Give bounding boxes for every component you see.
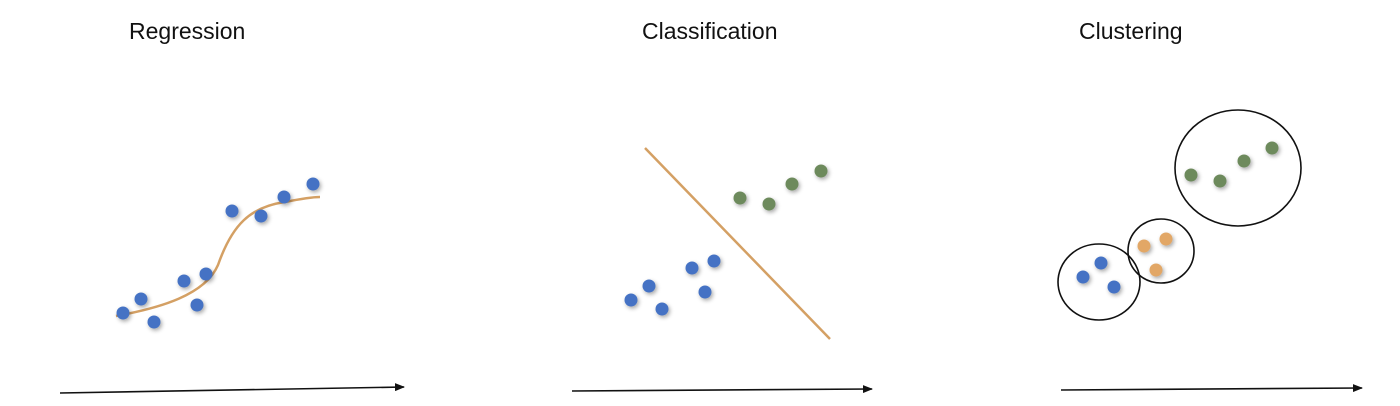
cluster-point-blue: [1094, 256, 1108, 270]
clustering-axis-arrow: [1060, 384, 1363, 393]
cluster-points-orange: [1137, 232, 1173, 277]
class-point-blue: [685, 261, 699, 275]
classification-axis-arrow: [571, 385, 873, 394]
class-point-green: [733, 191, 747, 205]
regression-point: [277, 190, 291, 204]
cluster-point-green: [1265, 141, 1279, 155]
class-point-blue: [642, 279, 656, 293]
cluster-outline-orange: [1127, 218, 1195, 284]
regression-point: [306, 177, 320, 191]
class-point-green: [762, 197, 776, 211]
decision-boundary-line: [644, 147, 831, 340]
clustering-panel: Clustering: [1057, 18, 1363, 393]
regression-point: [190, 298, 204, 312]
cluster-outline-blue: [1057, 243, 1141, 321]
regression-title: Regression: [129, 18, 245, 44]
class-point-blue: [624, 293, 638, 307]
regression-point: [116, 306, 130, 320]
regression-point: [147, 315, 161, 329]
cluster-points-green: [1184, 141, 1279, 188]
regression-point: [225, 204, 239, 218]
class-point-blue: [698, 285, 712, 299]
class-point-blue: [655, 302, 669, 316]
class-point-green: [785, 177, 799, 191]
cluster-point-orange: [1149, 263, 1163, 277]
class-point-green: [814, 164, 828, 178]
cluster-point-green: [1213, 174, 1227, 188]
classification-points-blue: [624, 254, 721, 316]
regression-panel: Regression: [59, 18, 405, 394]
regression-point: [254, 209, 268, 223]
class-point-blue: [707, 254, 721, 268]
regression-axis-arrow: [59, 383, 405, 394]
cluster-point-orange: [1137, 239, 1151, 253]
regression-points: [116, 177, 320, 329]
regression-curve: [115, 195, 321, 318]
classification-points-green: [733, 164, 828, 211]
clustering-title: Clustering: [1079, 18, 1183, 44]
cluster-outline-green: [1174, 109, 1302, 227]
cluster-point-blue: [1076, 270, 1090, 284]
regression-point: [177, 274, 191, 288]
regression-point: [199, 267, 213, 281]
classification-title: Classification: [642, 18, 778, 44]
cluster-point-orange: [1159, 232, 1173, 246]
cluster-point-blue: [1107, 280, 1121, 294]
cluster-point-green: [1184, 168, 1198, 182]
classification-panel: Classification: [571, 18, 873, 394]
cluster-point-green: [1237, 154, 1251, 168]
regression-point: [134, 292, 148, 306]
cluster-points-blue: [1076, 256, 1121, 294]
